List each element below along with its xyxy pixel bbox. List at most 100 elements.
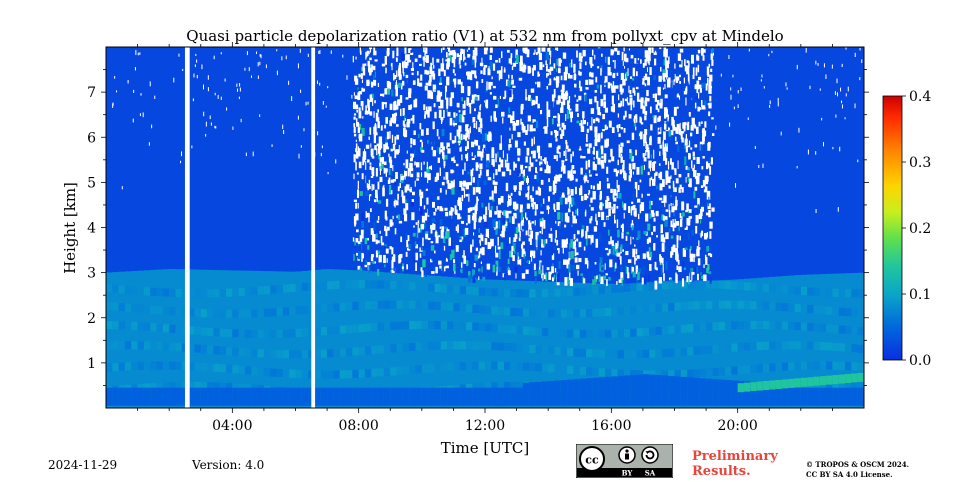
noise-point — [479, 240, 481, 246]
heatmap-band-cell — [409, 321, 417, 330]
noise-point — [672, 120, 675, 125]
noise-point — [809, 85, 811, 90]
noise-point — [640, 59, 642, 64]
heatmap-band-cell — [333, 370, 341, 379]
noise-point — [732, 74, 734, 78]
heatmap-band-cell — [611, 329, 619, 338]
noise-point — [569, 278, 574, 287]
noise-point — [590, 207, 594, 211]
noise-point — [135, 49, 137, 55]
heatmap-band-cell — [605, 329, 612, 338]
heatmap-band-cell — [522, 308, 530, 317]
heatmap-band-cell — [674, 280, 682, 289]
heatmap-band-cell — [226, 329, 233, 338]
noise-point — [582, 49, 586, 57]
heatmap-band-cell — [743, 300, 751, 310]
heatmap-aerosol-cell — [156, 269, 164, 408]
noise-point — [620, 127, 624, 130]
noise-point — [642, 62, 645, 68]
noise-point — [678, 128, 682, 135]
noise-point — [514, 203, 519, 210]
noise-point — [520, 180, 524, 185]
noise-point — [420, 223, 425, 230]
noise-point — [665, 176, 668, 185]
noise-point — [530, 251, 533, 258]
heatmap-band-cell — [263, 308, 271, 317]
noise-point — [625, 235, 628, 241]
y-tick-label: 3 — [87, 266, 96, 282]
noise-point — [357, 202, 359, 209]
heatmap-band-cell — [794, 341, 802, 350]
noise-point — [460, 262, 463, 268]
heatmap-surface-cell — [270, 387, 278, 406]
noise-point — [210, 122, 212, 126]
heatmap-band-cell — [188, 289, 195, 298]
noise-point — [713, 52, 715, 56]
noise-point — [497, 164, 501, 172]
noise-point — [536, 244, 538, 251]
noise-point — [383, 244, 387, 247]
noise-point — [597, 211, 601, 218]
noise-point — [618, 246, 620, 249]
noise-point — [662, 263, 664, 273]
noise-point — [581, 225, 585, 230]
noise-point — [487, 134, 490, 141]
heatmap-surface-cell — [706, 378, 713, 406]
heatmap-surface-cell — [162, 387, 170, 406]
heatmap-band-cell — [333, 348, 341, 357]
noise-point — [379, 163, 382, 167]
noise-point — [694, 144, 698, 148]
noise-point — [357, 146, 359, 155]
noise-point — [558, 174, 563, 178]
heatmap-band-cell — [813, 341, 821, 350]
noise-point — [458, 57, 461, 65]
noise-point — [359, 267, 363, 272]
noise-point — [563, 165, 566, 174]
noise-point — [625, 250, 629, 256]
heatmap-band-cell — [358, 324, 366, 333]
heatmap-band-cell — [522, 326, 530, 335]
noise-point — [508, 138, 511, 144]
noise-point — [551, 255, 554, 260]
noise-point — [438, 105, 441, 109]
noise-point — [541, 47, 544, 52]
noise-point — [565, 141, 568, 149]
heatmap-band-cell — [510, 381, 518, 391]
noise-point — [679, 212, 682, 219]
noise-point — [640, 101, 644, 109]
noise-point — [370, 228, 374, 235]
noise-point — [677, 53, 682, 61]
heatmap-surface-cell — [807, 387, 814, 406]
noise-point — [321, 145, 323, 149]
heatmap-surface-cell — [497, 387, 505, 406]
noise-point — [643, 134, 647, 143]
heatmap-band-cell — [301, 350, 309, 359]
noise-point — [591, 117, 593, 126]
noise-point — [612, 85, 616, 93]
heatmap-band-cell — [327, 303, 334, 312]
noise-point — [420, 129, 424, 136]
noise-point — [528, 185, 530, 191]
heatmap-band-cell — [194, 344, 202, 353]
noise-point — [708, 85, 710, 94]
noise-point — [679, 218, 683, 227]
noise-point — [576, 238, 579, 242]
noise-point — [707, 202, 710, 207]
noise-point — [493, 118, 496, 122]
heatmap-band-cell — [497, 288, 505, 297]
noise-point — [560, 166, 563, 172]
noise-point — [622, 79, 625, 86]
noise-point — [423, 47, 425, 53]
heatmap-band-cell — [548, 346, 555, 355]
heatmap-band-cell — [320, 370, 328, 379]
noise-point — [318, 50, 320, 54]
noise-point — [540, 161, 543, 165]
noise-point — [574, 94, 576, 98]
noise-point — [386, 47, 390, 56]
heatmap-surface-cell — [737, 380, 745, 406]
noise-point — [796, 64, 798, 70]
noise-point — [428, 166, 432, 170]
heatmap-band-cell — [200, 345, 208, 354]
noise-point — [215, 126, 217, 129]
heatmap-band-cell — [478, 323, 486, 332]
